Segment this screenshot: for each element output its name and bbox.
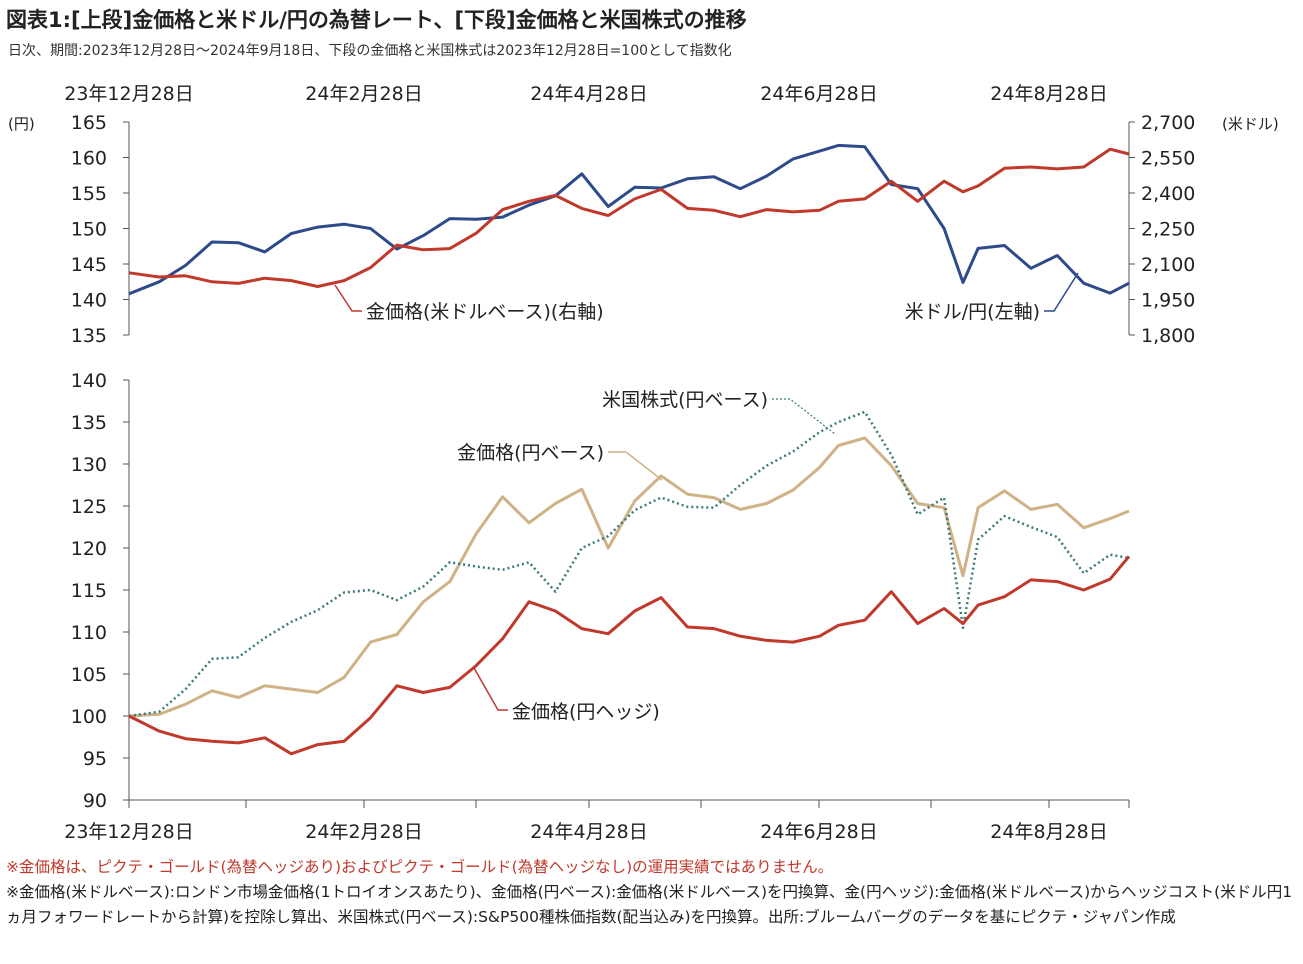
bottom-date-label: 24年6月28日 — [760, 821, 877, 843]
top-right-tick-label: 2,100 — [1141, 254, 1195, 276]
top-right-tick-label: 1,800 — [1141, 325, 1195, 347]
top-right-tick-label: 1,950 — [1141, 290, 1195, 312]
gold-hedge-annotation: 金価格(円ヘッジ) — [512, 701, 660, 723]
top-left-tick-label: 140 — [71, 290, 107, 312]
top-left-unit-label: (円) — [8, 115, 35, 133]
top-series-line-0 — [128, 143, 1130, 296]
bottom-date-label: 24年8月28日 — [990, 821, 1107, 843]
usdjpy-annotation: 米ドル/円(左軸) — [905, 301, 1040, 323]
bottom-y-tick-label: 140 — [71, 370, 107, 392]
top-right-tick-label: 2,550 — [1141, 148, 1195, 170]
top-series-line-1 — [128, 147, 1130, 288]
top-left-tick-label: 135 — [71, 325, 107, 347]
stock-annotation: 米国株式(円ベース) — [602, 389, 768, 411]
bottom-series-line-0 — [128, 436, 1130, 718]
bottom-date-label: 24年2月28日 — [305, 821, 422, 843]
top-left-tick-label: 145 — [71, 254, 107, 276]
gold-jpy-annotation: 金価格(円ベース) — [457, 442, 604, 464]
bottom-series-line-2 — [128, 555, 1131, 756]
bottom-date-label: 24年4月28日 — [530, 821, 647, 843]
top-left-tick-label: 155 — [71, 183, 107, 205]
footnote-disclaimer: ※金価格は、ピクテ・ゴールド(為替ヘッジあり)およびピクテ・ゴールド(為替ヘッジ… — [6, 858, 834, 876]
top-date-label: 24年4月28日 — [530, 83, 647, 105]
gold-usd-leader-line — [334, 284, 362, 312]
bottom-date-label: 23年12月28日 — [64, 821, 194, 843]
bottom-y-tick-label: 95 — [83, 748, 107, 770]
gold-jpy-leader-line — [608, 451, 663, 481]
top-date-label: 24年2月28日 — [305, 83, 422, 105]
bottom-y-tick-label: 120 — [71, 538, 107, 560]
bottom-y-tick-label: 105 — [71, 664, 107, 686]
top-left-tick-label: 150 — [71, 219, 107, 241]
bottom-y-tick-label: 90 — [83, 790, 107, 812]
bottom-y-tick-label: 130 — [71, 454, 107, 476]
bottom-y-tick-label: 100 — [71, 706, 107, 728]
top-date-label: 24年6月28日 — [760, 83, 877, 105]
bottom-series-line-1 — [128, 410, 1130, 718]
top-date-label: 24年8月28日 — [990, 83, 1107, 105]
top-date-label: 23年12月28日 — [64, 83, 194, 105]
gold-usd-annotation: 金価格(米ドルベース)(右軸) — [366, 301, 604, 323]
top-right-tick-label: 2,700 — [1141, 112, 1195, 134]
footnotes: ※金価格は、ピクテ・ゴールド(為替ヘッジあり)およびピクテ・ゴールド(為替ヘッジ… — [6, 855, 1296, 930]
gold-hedge-leader-line — [473, 667, 508, 711]
usdjpy-leader-line — [1044, 272, 1079, 312]
stock-leader-line — [772, 398, 836, 435]
top-right-tick-label: 2,250 — [1141, 219, 1195, 241]
bottom-y-tick-label: 125 — [71, 496, 107, 518]
bottom-y-tick-label: 115 — [71, 580, 107, 602]
charts-svg: 23年12月28日 24年2月28日 24年4月28日 24年6月28日 24年8月28… — [8, 83, 1279, 843]
bottom-y-tick-label: 110 — [71, 622, 107, 644]
chart-subtitle: 日次、期間:2023年12月28日〜2024年9月18日、下段の金価格と米国株式… — [8, 43, 732, 59]
top-left-tick-label: 160 — [71, 148, 107, 170]
chart-title: 図表1:[上段]金価格と米ドル/円の為替レート、[下段]金価格と米国株式の推移 — [6, 8, 747, 32]
bottom-y-tick-label: 135 — [71, 412, 107, 434]
top-right-unit-label: (米ドル) — [1222, 115, 1279, 133]
footnote-definitions: ※金価格(米ドルベース):ロンドン市場金価格(1トロイオンスあたり)、金価格(円… — [6, 883, 1293, 926]
top-left-tick-label: 165 — [71, 112, 107, 134]
top-right-tick-label: 2,400 — [1141, 183, 1195, 205]
